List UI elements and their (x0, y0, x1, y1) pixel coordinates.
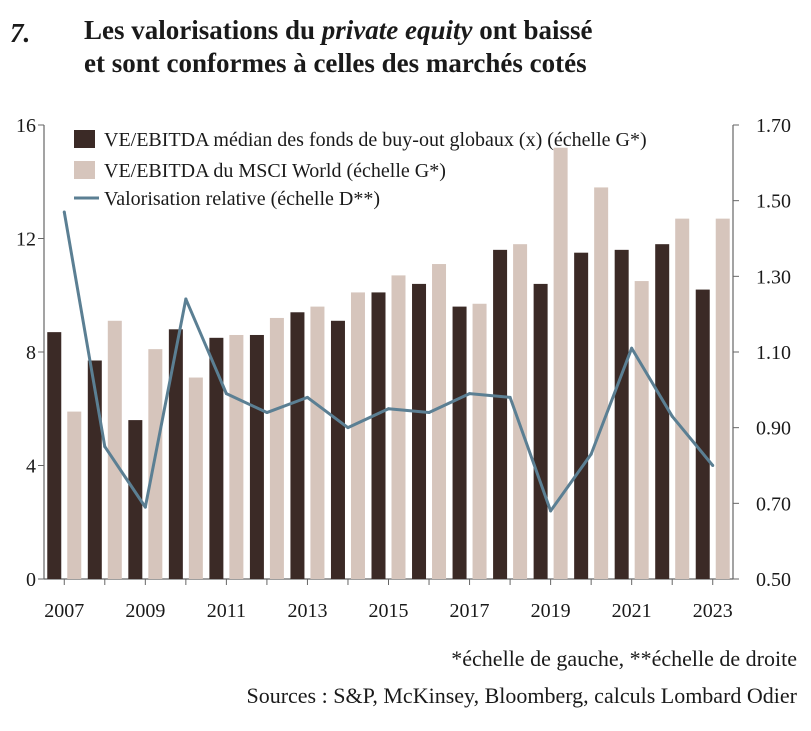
bar-msci (229, 334, 244, 579)
bar-buyout (695, 289, 710, 579)
bar-msci (513, 244, 528, 580)
bar-msci (107, 320, 122, 579)
x-tick-label: 2015 (369, 600, 409, 622)
x-tick-label: 2009 (125, 600, 165, 622)
bar-msci (188, 377, 203, 579)
point-relative-valuation (265, 411, 269, 415)
point-relative-valuation (143, 505, 147, 509)
bar-buyout (493, 249, 508, 579)
title-part2: ont baissé (472, 15, 593, 45)
y-left-tick-label: 0 (26, 569, 36, 591)
y-right-tick-label: 1.50 (756, 191, 791, 213)
bar-buyout (128, 420, 143, 579)
bar-msci (432, 264, 447, 579)
bar-buyout (412, 283, 427, 579)
bar-buyout (452, 306, 467, 579)
point-relative-valuation (305, 395, 309, 399)
bar-msci (553, 147, 568, 579)
y-left-tick-label: 12 (16, 229, 36, 251)
point-relative-valuation (589, 452, 593, 456)
point-relative-valuation (508, 395, 512, 399)
y-left-tick-label: 4 (26, 456, 36, 478)
legend-swatch-buyout (74, 130, 95, 148)
point-relative-valuation (630, 346, 634, 350)
bar-buyout (47, 332, 62, 579)
bar-buyout (209, 337, 224, 579)
point-relative-valuation (711, 464, 715, 467)
bar-buyout (249, 334, 264, 579)
bar-buyout (655, 244, 670, 580)
bar-msci (269, 317, 284, 579)
y-right-tick-label: 0.70 (756, 493, 791, 515)
point-relative-valuation (224, 392, 228, 396)
point-relative-valuation (184, 297, 188, 301)
x-tick-label: 2019 (531, 600, 571, 622)
bar-msci (310, 306, 325, 579)
sources-footnote: Sources : S&P, McKinsey, Bloomberg, calc… (246, 683, 797, 708)
bar-msci (472, 303, 487, 579)
legend-swatch-msci (74, 161, 95, 179)
point-relative-valuation (346, 426, 350, 430)
x-tick-label: 2017 (450, 600, 490, 622)
point-relative-valuation (103, 445, 107, 449)
y-right-tick-label: 0.50 (756, 569, 791, 591)
x-tick-label: 2021 (612, 600, 652, 622)
bar-buyout (290, 312, 305, 579)
y-right-tick-label: 1.30 (756, 266, 791, 288)
bar-msci (391, 275, 406, 579)
y-right-tick-label: 0.90 (756, 418, 791, 440)
bar-buyout (168, 329, 183, 579)
bar-buyout (533, 283, 548, 579)
point-relative-valuation (468, 392, 472, 396)
legend-label: VE/EBITDA médian des fonds de buy-out gl… (104, 129, 647, 151)
bar-msci (715, 218, 730, 579)
bar-buyout (574, 252, 589, 579)
legend-label: Valorisation relative (échelle D**) (104, 188, 380, 210)
point-relative-valuation (387, 407, 390, 411)
bar-msci (350, 292, 365, 579)
bar-buyout (371, 292, 386, 579)
title-line2: et sont conformes à celles des marchés c… (84, 48, 587, 78)
y-left-tick-label: 8 (26, 342, 36, 364)
scale-footnote: *échelle de gauche, **échelle de droite (451, 646, 797, 671)
bar-buyout (614, 249, 629, 579)
x-tick-label: 2013 (287, 600, 327, 622)
title-part1: Les valorisations du (84, 15, 322, 45)
point-relative-valuation (62, 210, 66, 214)
bar-msci (594, 187, 609, 580)
x-tick-label: 2011 (207, 600, 246, 622)
x-tick-label: 2023 (693, 600, 733, 622)
bar-msci (148, 349, 163, 579)
point-relative-valuation (549, 509, 553, 513)
point-relative-valuation (427, 411, 431, 415)
bar-msci (675, 218, 690, 579)
y-right-tick-label: 1.70 (756, 115, 791, 137)
point-relative-valuation (670, 414, 674, 418)
title-italic: private equity (321, 15, 473, 45)
bar-msci (634, 281, 649, 579)
legend-label: VE/EBITDA du MSCI World (échelle G*) (104, 160, 446, 182)
bar-buyout (330, 320, 345, 579)
figure-number: 7. (10, 18, 31, 48)
x-tick-label: 2007 (44, 600, 84, 622)
bar-msci (67, 411, 82, 579)
y-left-tick-label: 16 (16, 115, 36, 137)
y-right-tick-label: 1.10 (756, 342, 791, 364)
chart-title: Les valorisations du private equity ont … (84, 14, 784, 80)
